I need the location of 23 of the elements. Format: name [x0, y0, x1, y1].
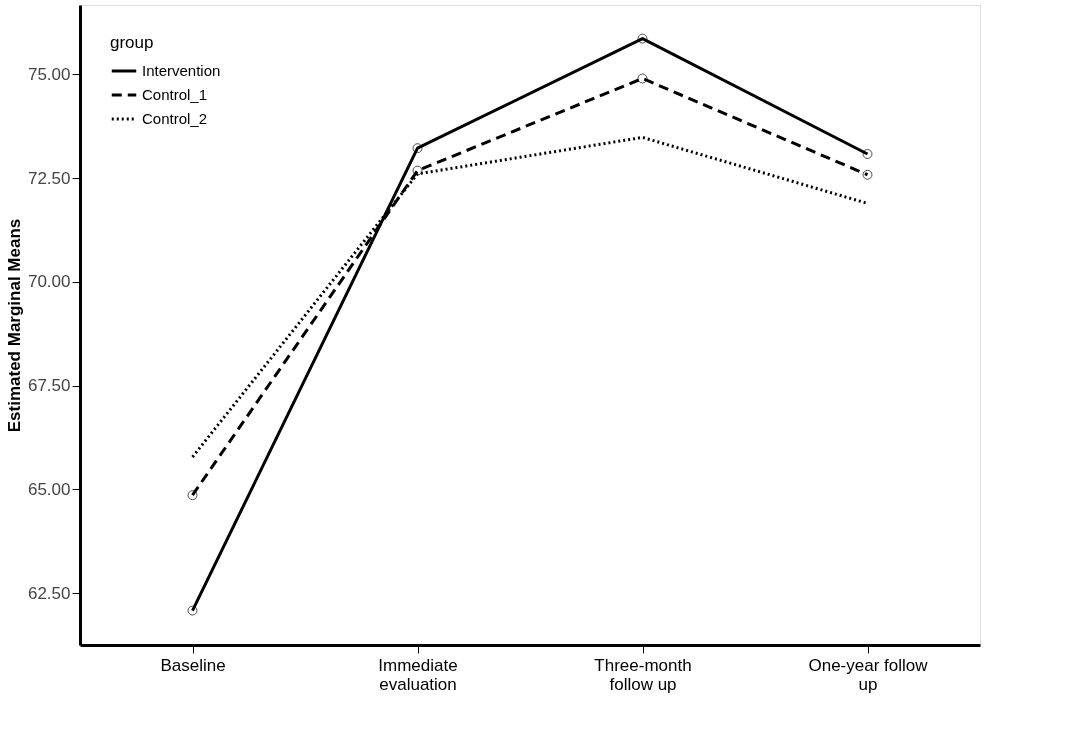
x-tick-label: Baseline — [160, 655, 226, 675]
x-tick-label: One-year follow up — [808, 655, 929, 694]
point — [637, 73, 648, 84]
legend-label: Control_1 — [142, 86, 208, 103]
point — [862, 149, 873, 159]
y-tick-label: 67.50 — [27, 376, 71, 396]
x-tick-label: Immediate evaluation — [378, 655, 458, 694]
y-tick-label: 72.50 — [27, 168, 71, 188]
y-axis-title: Estimated Marginal Means — [4, 218, 24, 433]
point — [862, 169, 873, 180]
legend-title: group — [110, 33, 154, 52]
y-tick-label: 75.00 — [27, 64, 71, 84]
y-tick-label: 65.00 — [27, 479, 71, 499]
point — [187, 490, 198, 501]
y-tick-label: 62.50 — [27, 583, 71, 603]
point — [637, 33, 648, 44]
point — [412, 143, 423, 154]
x-tick-label: Three-month follow up — [594, 655, 692, 694]
point — [412, 165, 423, 176]
y-tick-label: 70.00 — [27, 272, 71, 292]
point — [187, 605, 198, 616]
legend-label: Intervention — [142, 62, 221, 79]
legend-label: Control_2 — [142, 110, 208, 127]
